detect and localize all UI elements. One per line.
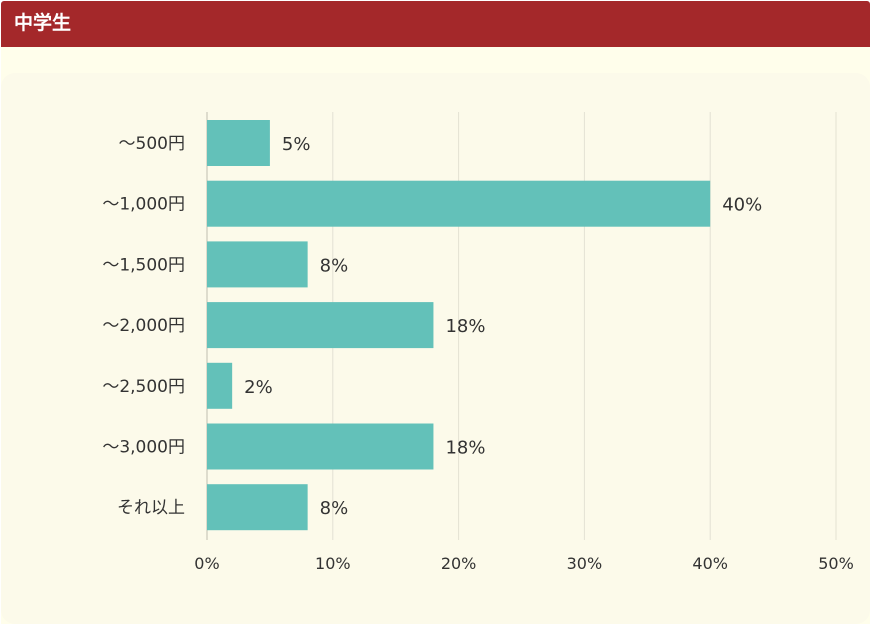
data-label: 8% [320, 498, 349, 519]
category-label: ～3,000円 [102, 438, 185, 458]
data-label: 2% [244, 377, 273, 398]
bar [207, 362, 233, 409]
chart-card [1, 73, 870, 624]
chart-panel [1, 47, 870, 624]
bar [207, 180, 711, 227]
bar [207, 241, 308, 288]
x-tick-label: 0% [194, 554, 219, 573]
category-label: ～2,500円 [102, 377, 185, 397]
x-tick-label: 30% [567, 554, 603, 573]
data-label: 40% [722, 195, 762, 216]
category-label: ～1,000円 [102, 195, 185, 215]
category-label: ～2,000円 [102, 316, 185, 336]
bar [207, 302, 434, 349]
x-tick-label: 40% [692, 554, 728, 573]
section-header: 中学生 [1, 1, 870, 47]
x-tick-label: 20% [441, 554, 477, 573]
category-label: ～500円 [119, 134, 185, 154]
bar [207, 120, 270, 166]
section-title: 中学生 [14, 12, 72, 34]
x-tick-label: 10% [315, 554, 351, 573]
data-label: 18% [445, 316, 485, 337]
category-label: それ以上 [117, 498, 185, 518]
x-tick-label: 50% [818, 554, 854, 573]
bar [207, 423, 434, 470]
bar [207, 484, 308, 531]
data-label: 18% [445, 438, 485, 459]
data-label: 8% [320, 255, 349, 276]
category-label: ～1,500円 [102, 255, 185, 275]
data-label: 5% [282, 134, 311, 155]
